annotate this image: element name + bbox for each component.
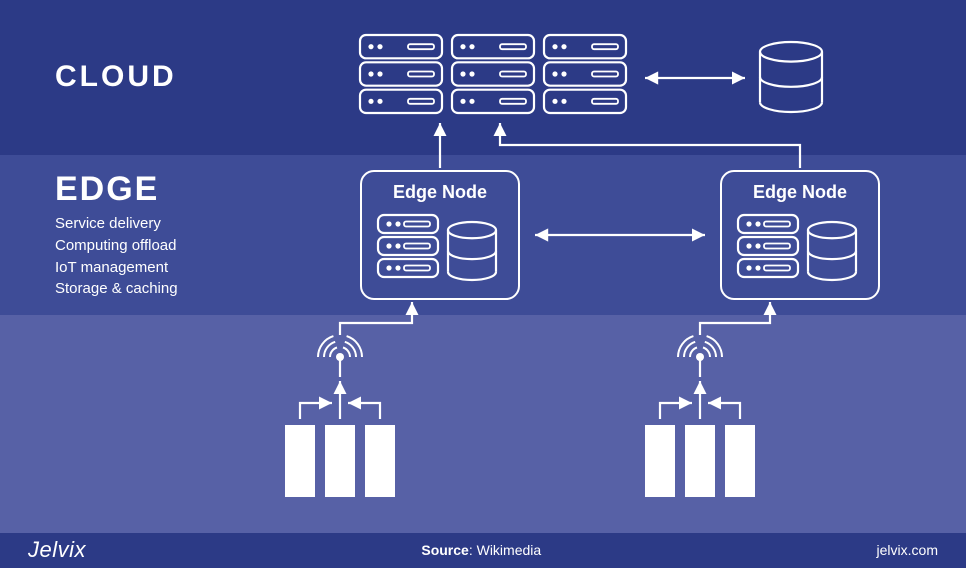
edge-node-title: Edge Node [374,182,506,203]
edge-line-1: Service delivery [55,213,178,235]
device-layer [0,315,966,533]
edge-node-right: Edge Node [720,170,880,300]
footer-logo: Jelvix [28,537,86,563]
edge-node-title: Edge Node [734,182,866,203]
edge-line-3: IoT management [55,257,178,279]
edge-title: EDGE [55,170,178,209]
footer-bar: Jelvix Source: Wikimedia jelvix.com [0,532,966,568]
footer-url: jelvix.com [877,542,938,558]
edge-label-block: EDGE Service delivery Computing offload … [55,170,178,300]
footer-source: Source: Wikimedia [421,542,541,558]
edge-line-4: Storage & caching [55,278,178,300]
cloud-label: CLOUD [55,60,177,94]
edge-node-left: Edge Node [360,170,520,300]
edge-line-2: Computing offload [55,235,178,257]
